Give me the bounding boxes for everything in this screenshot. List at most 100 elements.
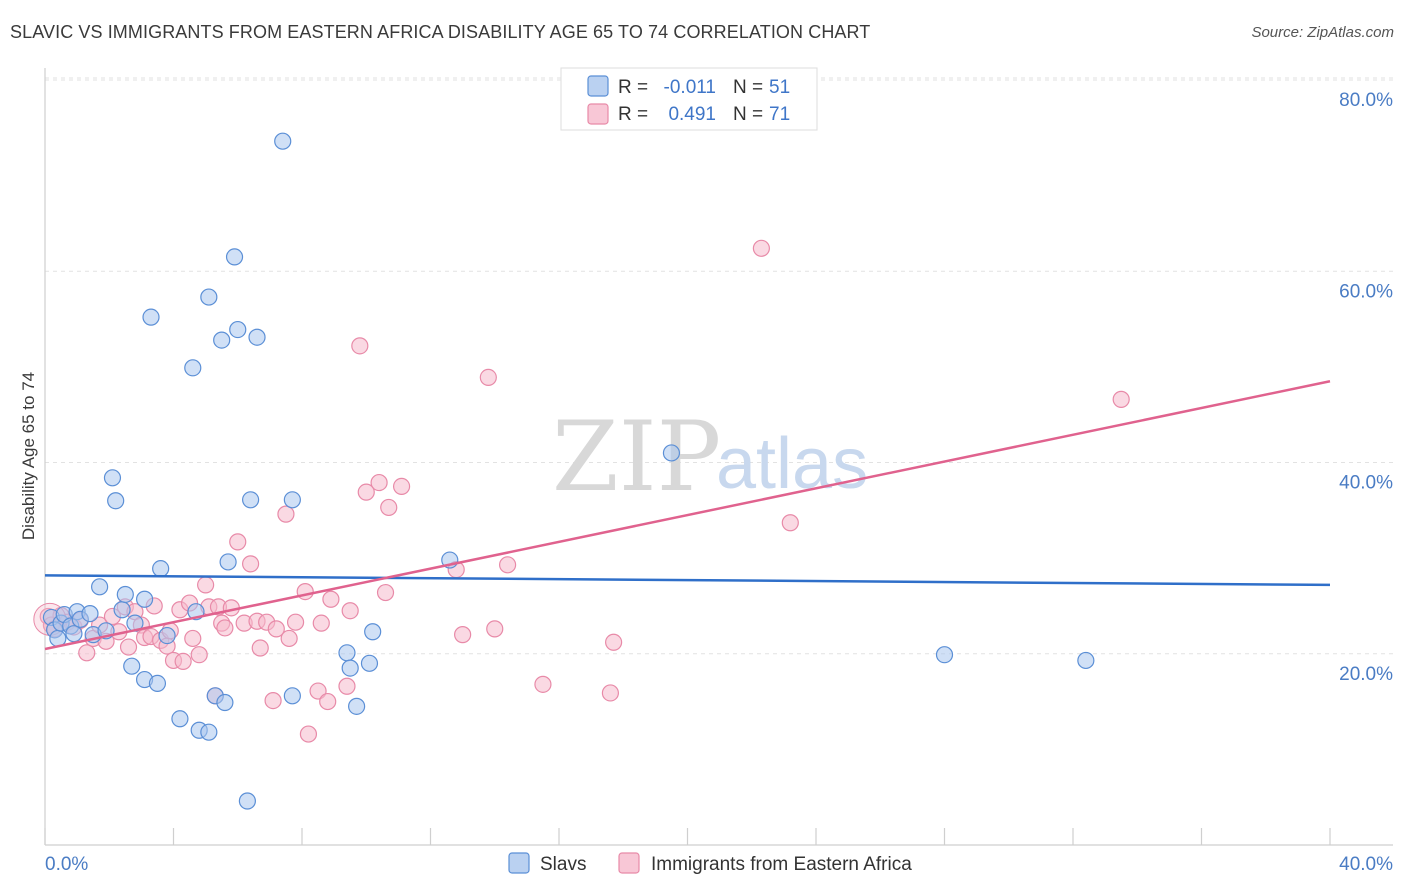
immigrants-point	[781, 514, 799, 532]
y-tick-label-20: 20.0%	[1339, 664, 1393, 685]
immigrants-point	[280, 629, 298, 648]
immigrants-point	[351, 337, 369, 355]
immigrants-point	[119, 638, 138, 656]
slavs-point	[248, 328, 266, 346]
slavs-point	[200, 288, 218, 306]
slavs-point	[152, 560, 170, 578]
bottom-legend-slavs-swatch	[508, 852, 530, 874]
y-axis-label: Disability Age 65 to 74	[19, 372, 38, 540]
x-tick-label-max: 40.0%	[1339, 854, 1393, 875]
immigrants-point	[534, 675, 552, 693]
slavs-point	[348, 697, 366, 715]
slavs-point	[113, 601, 131, 619]
slavs-point	[662, 444, 681, 462]
slavs-point	[341, 659, 359, 677]
y-tick-label-80: 80.0%	[1339, 90, 1393, 111]
legend-immigrants-r-value: 0.491	[668, 104, 716, 125]
immigrants-point	[309, 682, 327, 700]
slavs-point	[360, 654, 379, 672]
slavs-point	[65, 625, 83, 643]
immigrants-point	[78, 644, 96, 662]
watermark-zip: ZIP	[552, 401, 721, 513]
watermark-atlas: atlas	[716, 424, 868, 504]
slavs-point	[242, 491, 260, 509]
y-tick-label-60: 60.0%	[1339, 281, 1393, 302]
slavs-point	[238, 792, 256, 810]
immigrants-point	[190, 646, 208, 664]
immigrants-point	[174, 652, 192, 671]
slavs-point	[103, 469, 122, 487]
bottom-legend-immigrants-swatch	[618, 852, 640, 874]
immigrants-point	[312, 614, 330, 632]
immigrants-point	[376, 583, 395, 602]
slavs-point	[123, 657, 141, 675]
immigrants-point	[486, 620, 504, 638]
immigrants-point	[392, 477, 411, 496]
slavs-trend-line	[44, 574, 1331, 587]
slavs-point	[107, 492, 125, 510]
legend-immigrants-n-value: 71	[769, 104, 790, 125]
immigrants-point	[499, 556, 517, 574]
x-tick-label-min: 0.0%	[45, 854, 88, 875]
immigrants-point	[184, 629, 202, 648]
immigrants-point	[1112, 390, 1130, 408]
immigrants-point	[380, 498, 398, 517]
immigrants-point	[319, 692, 337, 711]
immigrants-point	[242, 555, 260, 573]
slavs-point	[935, 646, 954, 664]
legend-slavs-r-label: R =	[618, 77, 648, 98]
immigrants-point	[601, 684, 620, 702]
x-axis-ticks	[44, 828, 1331, 845]
immigrants-point	[264, 692, 282, 710]
slavs-point	[158, 626, 176, 645]
slavs-point	[283, 687, 301, 705]
slavs-point	[91, 578, 109, 596]
legend-immigrants-swatch	[587, 103, 609, 125]
immigrants-point	[229, 533, 247, 551]
slavs-point	[283, 491, 301, 509]
immigrants-point	[286, 613, 305, 631]
legend-immigrants-r-label: R =	[618, 104, 648, 125]
immigrants-point	[299, 725, 318, 743]
slavs-point	[135, 590, 154, 608]
slavs-point	[81, 604, 99, 623]
slavs-point	[148, 674, 167, 692]
slavs-point	[219, 553, 237, 571]
slavs-point	[116, 585, 134, 604]
bottom-legend-slavs-label: Slavs	[540, 854, 586, 875]
immigrants-point	[454, 626, 472, 644]
immigrants-point	[267, 620, 285, 638]
slavs-point	[225, 248, 244, 266]
bottom-legend-immigrants-label: Immigrants from Eastern Africa	[651, 854, 912, 875]
legend-immigrants-n-label: N =	[733, 104, 763, 125]
slavs-points	[42, 132, 1095, 810]
immigrants-point	[338, 677, 356, 695]
immigrants-point	[341, 602, 359, 620]
immigrants-point	[752, 239, 770, 257]
immigrants-point	[197, 576, 215, 594]
slavs-point	[171, 710, 189, 728]
slavs-point	[229, 320, 247, 339]
chart-source: Source: ZipAtlas.com	[1251, 24, 1394, 41]
immigrants-point	[296, 582, 314, 601]
y-tick-labels: 20.0% 40.0% 60.0% 80.0%	[1339, 90, 1393, 685]
immigrants-point	[251, 639, 269, 657]
legend-slavs-r-value: -0.011	[664, 77, 716, 98]
y-tick-label-40: 40.0%	[1339, 473, 1393, 494]
legend-slavs-swatch	[587, 75, 609, 97]
immigrants-point	[370, 473, 388, 492]
legend-slavs-n-label: N =	[733, 77, 763, 98]
immigrants-point	[277, 505, 295, 523]
slavs-point	[200, 723, 218, 741]
slavs-point	[213, 331, 231, 349]
immigrants-point	[479, 368, 497, 386]
chart-title: SLAVIC VS IMMIGRANTS FROM EASTERN AFRICA…	[10, 22, 871, 42]
slavs-point	[184, 359, 202, 377]
slavs-point	[364, 623, 382, 641]
slavs-point	[142, 308, 160, 326]
legend-slavs-n-value: 51	[769, 77, 790, 98]
immigrants-point	[216, 619, 234, 637]
immigrants-point	[357, 483, 375, 501]
series-legend: Slavs Immigrants from Eastern Africa	[508, 852, 912, 875]
